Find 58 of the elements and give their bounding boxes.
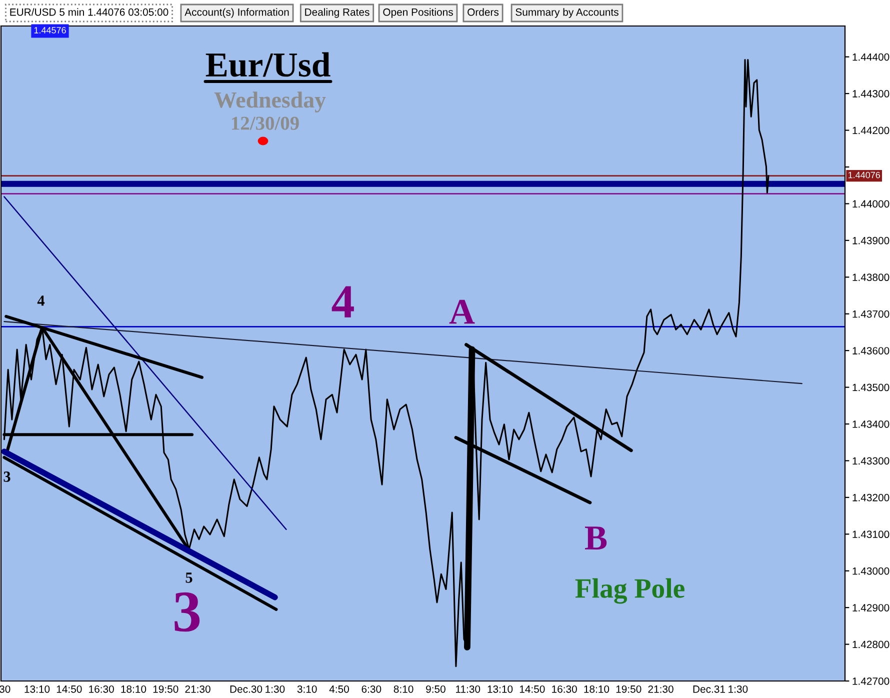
y-tick-label: 1.43500 <box>852 384 890 392</box>
text: Eur/Usd <box>206 52 330 77</box>
x-tick-label: 13:10 <box>24 685 50 693</box>
ref-line-label: 1.44076 <box>848 172 880 178</box>
x-tick-label: 13:10 <box>488 685 513 693</box>
x-tick-label: 16:30 <box>552 685 577 693</box>
x-tick-label: 16:30 <box>89 685 114 693</box>
y-tick-label: 1.43900 <box>852 236 890 244</box>
y-tick-label: 1.44200 <box>852 126 890 134</box>
y-tick-label: 1.43400 <box>852 420 890 428</box>
x-tick-label: 18:10 <box>121 685 146 693</box>
x-tick-label: 19:50 <box>616 685 642 693</box>
x-tick-label: Dec.31 <box>693 685 725 693</box>
annotation: 4 <box>37 296 45 306</box>
x-tick-label: 14:50 <box>56 685 82 693</box>
text: EUR/USD 5 min 1.44076 03:05:00 <box>10 8 168 16</box>
x-tick-label: 14:50 <box>520 685 545 693</box>
text: Open Positions <box>383 8 453 18</box>
x-tick-label: 8:10 <box>394 685 414 693</box>
y-tick-label: 1.44300 <box>852 90 890 98</box>
y-tick-label: 1.42700 <box>852 678 890 685</box>
annotation: 1.44576 <box>34 27 66 34</box>
x-tick-label: 1:30 <box>728 685 748 693</box>
y-tick-label: 1.42800 <box>852 640 890 648</box>
y-tick-label: 1.44400 <box>852 53 890 61</box>
y-tick-label: 1.43000 <box>852 567 890 575</box>
text: Orders <box>468 8 499 16</box>
x-tick-label: Dec.30 <box>230 685 262 693</box>
annotation: 3 <box>4 472 10 482</box>
text: Dealing Rates <box>305 8 370 18</box>
x-tick-label: 9:50 <box>426 685 446 693</box>
annotation: 12/30/09 <box>232 116 299 130</box>
y-tick-label: 1.42900 <box>852 604 890 612</box>
annotation: 5 <box>186 572 192 583</box>
annotation: A <box>449 300 475 324</box>
text: Account(s) Information <box>184 8 289 18</box>
x-tick-label: 21:30 <box>185 685 210 693</box>
annotation: 3 <box>174 592 200 632</box>
annotation: 4 <box>332 286 354 318</box>
y-tick-label: 1.43100 <box>852 530 890 538</box>
text: Summary by Accounts <box>516 8 618 18</box>
x-tick-label: 18:10 <box>584 685 610 693</box>
y-tick-label: 1.43800 <box>852 274 890 282</box>
x-tick-label: 3:10 <box>297 685 317 693</box>
y-tick-label: 1.44000 <box>852 200 890 208</box>
y-tick-label: 1.43300 <box>852 457 890 465</box>
x-tick-label: 11:30 <box>456 685 480 693</box>
x-tick-label: 6:30 <box>362 685 382 693</box>
text: Wednesday <box>214 92 326 112</box>
x-tick-label: 1:30 <box>266 685 285 693</box>
x-tick-label: 19:50 <box>153 685 178 693</box>
y-tick-label: 1.43600 <box>852 347 890 354</box>
y-tick-label: 1.43700 <box>852 310 890 318</box>
x-tick-label: 21:30 <box>648 685 674 693</box>
x-tick-label: 4:50 <box>329 685 349 693</box>
annotation: Flag Pole <box>575 578 684 604</box>
y-tick-label: 1.43200 <box>852 494 890 502</box>
annotation: B <box>584 526 607 550</box>
